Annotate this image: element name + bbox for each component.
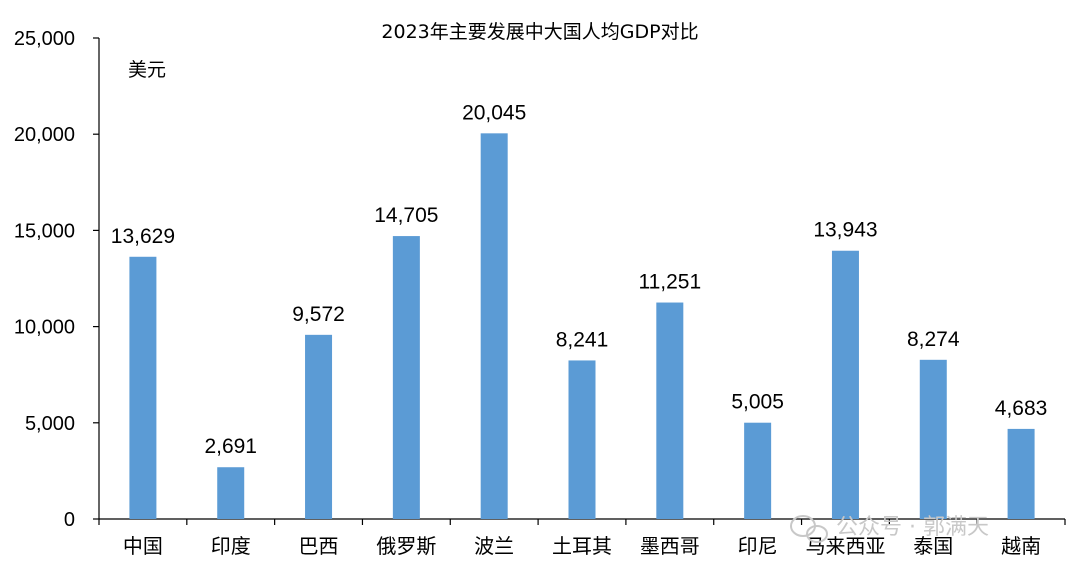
y-tick-label: 0 xyxy=(64,509,75,531)
x-tick-label: 泰国 xyxy=(913,534,953,558)
bars xyxy=(129,133,1035,519)
y-tick-label: 15,000 xyxy=(14,220,75,242)
y-tick-label: 20,000 xyxy=(14,124,75,146)
data-label: 11,251 xyxy=(638,271,701,294)
y-tick-label: 25,000 xyxy=(14,28,75,50)
data-label: 13,629 xyxy=(111,225,175,248)
x-tick-label: 越南 xyxy=(1001,534,1041,558)
bar xyxy=(1007,428,1035,519)
data-label: 8,241 xyxy=(556,328,609,351)
x-tick-label: 波兰 xyxy=(474,534,514,558)
x-tick-label: 俄罗斯 xyxy=(376,534,436,558)
bar xyxy=(217,467,245,519)
y-tick-labels: 0 5,000 10,000 15,000 20,000 25,000 xyxy=(14,28,75,531)
y-tick-label: 5,000 xyxy=(25,413,75,435)
watermark: 公众号 · 郭满天 xyxy=(790,515,989,543)
y-tick-label: 10,000 xyxy=(14,317,75,339)
data-label: 14,705 xyxy=(374,204,438,227)
bar xyxy=(392,236,420,519)
x-tick-label: 土耳其 xyxy=(552,534,612,558)
watermark-text: 公众号 · 郭满天 xyxy=(836,515,989,540)
x-tick-labels: 中国 印度 巴西 俄罗斯 波兰 土耳其 墨西哥 印尼 马来西亚 泰国 越南 xyxy=(123,534,1041,558)
x-tick-label: 墨西哥 xyxy=(640,534,700,558)
chart-title: 2023年主要发展中大国人均GDP对比 xyxy=(381,21,698,43)
bar xyxy=(919,359,947,519)
bar xyxy=(129,256,157,519)
bar xyxy=(656,302,684,519)
data-label: 2,691 xyxy=(204,435,257,458)
x-tick-label: 中国 xyxy=(123,534,163,558)
data-label: 20,045 xyxy=(462,101,526,124)
bar xyxy=(305,334,333,519)
x-tick-label: 巴西 xyxy=(299,534,339,558)
bar xyxy=(568,360,596,519)
x-tick-label: 印尼 xyxy=(738,534,778,558)
data-label: 5,005 xyxy=(731,391,784,414)
y-unit-label: 美元 xyxy=(128,59,166,81)
data-label: 9,572 xyxy=(292,303,345,326)
data-labels: 13,629 2,691 9,572 14,705 20,045 8,241 11,251 5… xyxy=(111,101,1048,458)
wechat-icon xyxy=(790,515,828,543)
x-tick-label: 印度 xyxy=(211,534,251,558)
bar xyxy=(480,133,508,519)
bar xyxy=(744,422,772,519)
data-label: 8,274 xyxy=(907,328,960,351)
x-tick-label: 马来西亚 xyxy=(805,534,885,558)
data-label: 13,943 xyxy=(813,219,877,242)
bar xyxy=(831,250,859,519)
data-label: 4,683 xyxy=(995,397,1048,420)
